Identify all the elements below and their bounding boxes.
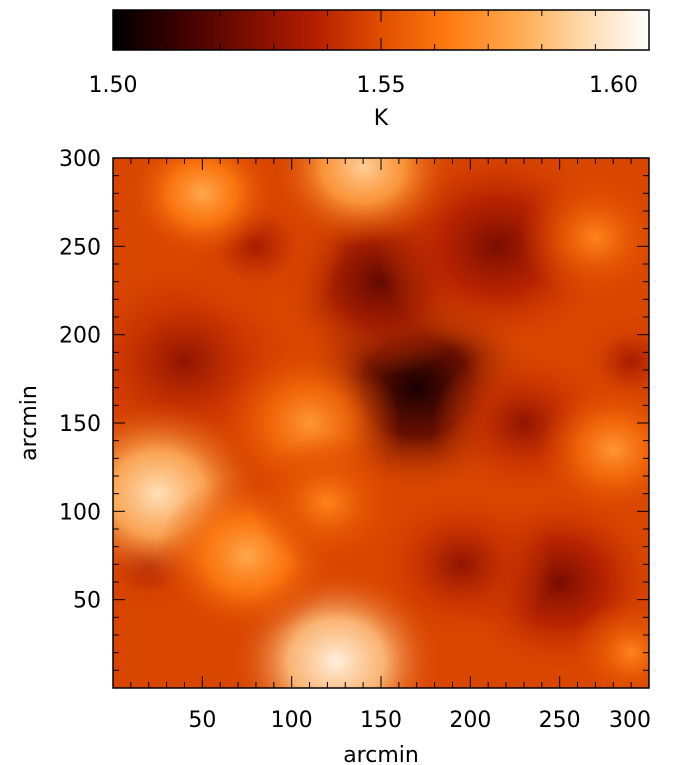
warm-region xyxy=(519,170,649,305)
warm-region xyxy=(272,158,455,248)
map-regions xyxy=(113,158,649,688)
warm-region xyxy=(126,158,279,261)
y-tick-label: 250 xyxy=(59,235,101,260)
y-axis: 50 100 150 200 250 300 xyxy=(59,147,649,671)
x-tick-label: 250 xyxy=(539,708,581,733)
x-axis-label: arcmin xyxy=(343,743,419,765)
y-tick-label: 200 xyxy=(59,324,101,349)
colorbar-tick-label-min: 1.50 xyxy=(89,73,138,98)
warm-region xyxy=(251,435,404,570)
colorbar-ticks xyxy=(112,10,650,50)
y-tick-label: 100 xyxy=(59,500,101,525)
x-tick-label: 200 xyxy=(449,708,491,733)
warm-region xyxy=(570,599,649,688)
y-tick-label: 150 xyxy=(59,412,101,437)
colorbar-tick-label-mid: 1.55 xyxy=(357,73,406,98)
temperature-map xyxy=(112,157,650,689)
warm-region xyxy=(537,382,649,517)
x-tick-label: 300 xyxy=(609,708,651,733)
colorbar-unit-label: K xyxy=(374,106,389,131)
y-axis-label: arcmin xyxy=(17,385,42,461)
x-tick-label: 150 xyxy=(360,708,402,733)
x-axis: 50 100 150 200 250 300 xyxy=(130,158,651,733)
x-tick-label: 50 xyxy=(188,708,216,733)
x-tick-label: 100 xyxy=(271,708,313,733)
y-tick-label: 50 xyxy=(73,589,101,614)
colorbar: 1.50 1.55 1.60 K xyxy=(89,9,650,131)
y-tick-label: 300 xyxy=(59,147,101,172)
colorbar-tick-label-max: 1.60 xyxy=(589,73,638,98)
